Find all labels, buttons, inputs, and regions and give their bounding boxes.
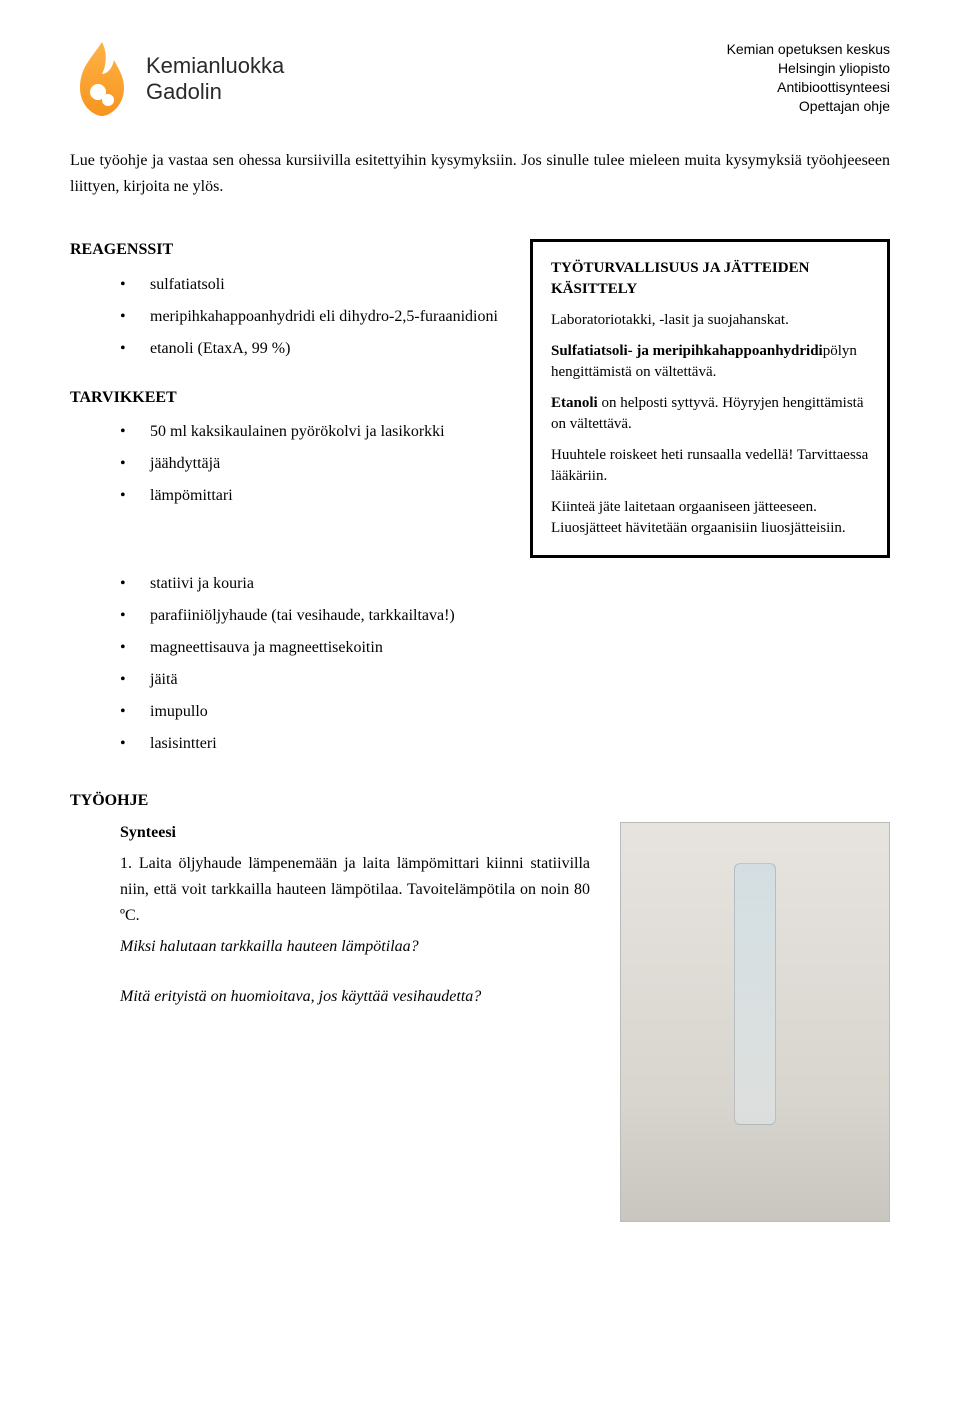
work-body: Synteesi 1. Laita öljyhaude lämpenemään …	[70, 822, 890, 1222]
logo-block: Kemianluokka Gadolin	[70, 40, 284, 118]
header-meta-line: Helsingin yliopisto	[727, 59, 890, 78]
header-meta-line: Opettajan ohje	[727, 97, 890, 116]
list-item: meripihkahappoanhydridi eli dihydro-2,5-…	[120, 301, 500, 333]
safety-p2: Sulfatiatsoli- ja meripihkahappoanhydrid…	[551, 341, 869, 383]
intro-paragraph: Lue työohje ja vastaa sen ohessa kursiiv…	[70, 148, 890, 199]
apparatus-photo-placeholder	[620, 822, 890, 1222]
content-row: REAGENSSIT sulfatiatsoli meripihkahappoa…	[70, 239, 890, 558]
flame-icon	[70, 40, 134, 118]
header-meta-line: Kemian opetuksen keskus	[727, 40, 890, 59]
work-q2: Mitä erityistä on huomioitava, jos käytt…	[120, 984, 590, 1010]
logo-line1: Kemianluokka	[146, 53, 284, 79]
logo-text: Kemianluokka Gadolin	[146, 53, 284, 106]
list-item: lämpömittari	[120, 480, 500, 512]
reagents-list: sulfatiatsoli meripihkahappoanhydridi el…	[70, 269, 500, 365]
page-header: Kemianluokka Gadolin Kemian opetuksen ke…	[70, 40, 890, 118]
work-subheading: Synteesi	[120, 822, 590, 844]
list-item: imupullo	[120, 696, 890, 728]
equipment-list-top: 50 ml kaksikaulainen pyörökolvi ja lasik…	[70, 416, 500, 512]
work-step1: 1. Laita öljyhaude lämpenemään ja laita …	[120, 851, 590, 928]
safety-p4: Huuhtele roiskeet heti runsaalla vedellä…	[551, 445, 869, 487]
list-item: etanoli (EtaxA, 99 %)	[120, 333, 500, 365]
list-item: jäitä	[120, 664, 890, 696]
list-item: parafiiniöljyhaude (tai vesihaude, tarkk…	[120, 600, 890, 632]
list-item: sulfatiatsoli	[120, 269, 500, 301]
header-meta-line: Antibioottisynteesi	[727, 78, 890, 97]
safety-p5: Kiinteä jäte laitetaan orgaaniseen jätte…	[551, 497, 869, 539]
safety-p3: Etanoli on helposti syttyvä. Höyryjen he…	[551, 393, 869, 435]
header-meta: Kemian opetuksen keskus Helsingin yliopi…	[727, 40, 890, 116]
left-column: REAGENSSIT sulfatiatsoli meripihkahappoa…	[70, 239, 500, 534]
logo-line2: Gadolin	[146, 79, 284, 105]
list-item: 50 ml kaksikaulainen pyörökolvi ja lasik…	[120, 416, 500, 448]
equipment-list-bottom: statiivi ja kouria parafiiniöljyhaude (t…	[70, 568, 890, 760]
list-item: statiivi ja kouria	[120, 568, 890, 600]
list-item: lasisintteri	[120, 728, 890, 760]
safety-title: TYÖTURVALLISUUS JA JÄTTEIDEN KÄSITTELY	[551, 258, 869, 300]
equipment-heading: TARVIKKEET	[70, 387, 500, 409]
list-item: magneettisauva ja magneettisekoitin	[120, 632, 890, 664]
reagents-heading: REAGENSSIT	[70, 239, 500, 261]
list-item: jäähdyttäjä	[120, 448, 500, 480]
work-q1: Miksi halutaan tarkkailla hauteen lämpöt…	[120, 934, 590, 960]
safety-box: TYÖTURVALLISUUS JA JÄTTEIDEN KÄSITTELY L…	[530, 239, 890, 558]
work-heading: TYÖOHJE	[70, 790, 890, 812]
work-text: Synteesi 1. Laita öljyhaude lämpenemään …	[120, 822, 590, 1034]
safety-p1: Laboratoriotakki, -lasit ja suojahanskat…	[551, 310, 869, 331]
